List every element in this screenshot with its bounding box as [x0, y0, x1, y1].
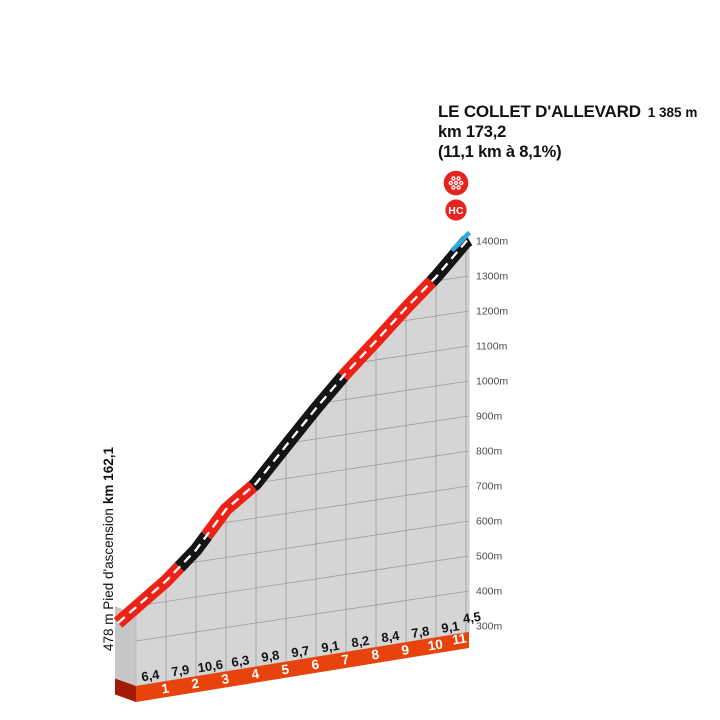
km-marker: 5 [280, 661, 290, 677]
terrain-side-face [115, 606, 136, 686]
climb-title-line: LE COLLET D'ALLEVARD 1 385 m [438, 102, 697, 122]
gradient-label: 9,1 [440, 618, 460, 636]
gradient-label: 9,1 [320, 638, 340, 656]
elevation-axis: 1400m 1300m 1200m 1100m 1000m 900m 800m … [476, 236, 508, 633]
gradient-labels: 6,4 7,9 10,6 6,3 9,8 9,7 9,1 8,2 8,4 7,8… [140, 609, 482, 685]
km-marker: 6 [310, 656, 320, 672]
elevation-axis-label: 1300m [476, 271, 508, 283]
summit-altitude: 1 385 m [647, 105, 698, 120]
gradient-label: 6,3 [230, 652, 250, 670]
km-position-label: km 173,2 [438, 123, 507, 141]
elevation-axis-label: 300m [476, 621, 503, 633]
elevation-axis-label: 800m [476, 446, 503, 458]
elevation-axis-label: 1200m [476, 306, 508, 318]
gradient-label: 9,8 [260, 647, 280, 665]
elevation-axis-label: 1100m [476, 341, 508, 353]
gradient-label: 9,7 [290, 643, 310, 661]
terrain-face [135, 245, 470, 687]
grid-horizontal-line [136, 590, 469, 642]
climb-stats: (11,1 km à 8,1%) [438, 143, 562, 161]
km-marker: 10 [427, 636, 444, 653]
km-marker: 3 [220, 671, 230, 687]
climb-header: LE COLLET D'ALLEVARD 1 385 m km 173,2 (1… [438, 102, 697, 162]
km-band [136, 632, 469, 702]
km-markers: 1 2 3 4 5 6 7 8 9 10 11 [160, 630, 468, 696]
hc-badge-label: HC [448, 205, 464, 217]
km-marker: 8 [370, 646, 380, 662]
km-marker: 9 [400, 642, 410, 658]
km-marker: 2 [190, 676, 200, 692]
elevation-axis-label: 500m [476, 551, 503, 563]
gradient-label: 7,8 [410, 623, 430, 641]
category-badges: HC [443, 170, 469, 221]
km-marker: 11 [451, 630, 468, 647]
km-marker: 4 [250, 666, 260, 682]
gradient-label: 6,4 [140, 667, 161, 685]
elevation-axis-label: 700m [476, 481, 503, 493]
elevation-axis-label: 1400m [476, 236, 508, 248]
km-marker: 7 [340, 652, 350, 668]
gradient-label: 8,4 [380, 628, 401, 646]
gradient-label: 4,5 [462, 609, 482, 627]
gradient-label: 10,6 [197, 657, 224, 676]
polka-dot-icon [443, 170, 469, 196]
gradient-label: 8,2 [350, 633, 370, 651]
summit-marker-blue [450, 230, 472, 253]
elevation-axis-label: 600m [476, 516, 503, 528]
gradient-label: 7,9 [170, 662, 190, 680]
elevation-axis-label: 400m [476, 586, 503, 598]
hc-badge: HC [445, 199, 467, 221]
elevation-axis-label: 1000m [476, 376, 508, 388]
km-band-side-face [115, 678, 136, 702]
elevation-axis-label: 900m [476, 411, 503, 423]
climb-title: LE COLLET D'ALLEVARD [438, 102, 641, 121]
km-marker: 1 [160, 680, 170, 696]
road-segment-red-1 [113, 562, 185, 628]
grid-horizontal-line [136, 555, 469, 607]
